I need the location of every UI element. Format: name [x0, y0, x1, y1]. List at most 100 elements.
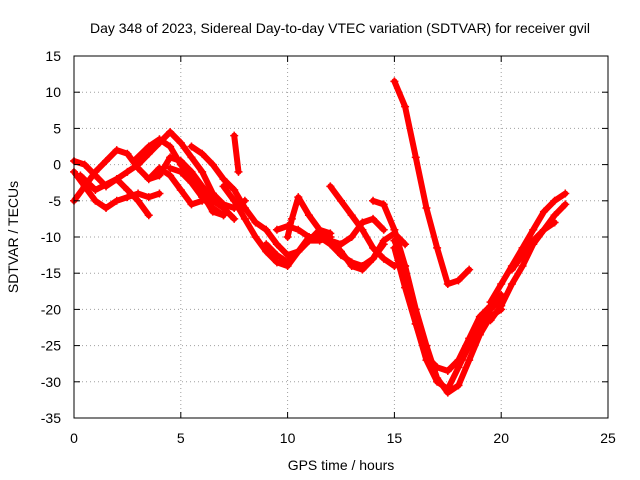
data-point-marker	[251, 218, 260, 227]
y-tick-label: -15	[41, 265, 61, 281]
data-point-marker	[219, 175, 228, 184]
series-arc-13	[283, 193, 388, 249]
data-point-marker	[166, 142, 175, 151]
data-point-marker	[443, 388, 452, 397]
series-trace	[391, 78, 473, 288]
data-point-marker	[262, 225, 271, 234]
data-point-marker	[337, 240, 345, 249]
data-point-marker	[422, 341, 431, 350]
data-point-marker	[550, 218, 559, 227]
data-point-marker	[315, 233, 324, 241]
data-point-marker	[539, 225, 548, 234]
data-point-marker	[91, 185, 100, 194]
data-point-marker	[123, 149, 132, 158]
series-arc-7	[166, 164, 228, 220]
y-tick-label: -30	[41, 374, 61, 390]
series-trace	[145, 165, 248, 211]
series-arc-21	[507, 218, 559, 274]
data-point-marker	[337, 251, 345, 260]
y-tick-label: -20	[41, 301, 61, 317]
data-point-marker	[208, 204, 217, 213]
data-point-marker	[198, 167, 207, 176]
data-point-marker	[134, 160, 143, 169]
data-point-marker	[283, 251, 292, 260]
data-point-marker	[144, 193, 153, 202]
data-point-marker	[497, 301, 506, 310]
data-point-marker	[379, 200, 388, 209]
data-point-marker	[454, 381, 463, 390]
x-tick-label: 15	[387, 430, 403, 446]
data-point-marker	[219, 211, 228, 220]
data-point-marker	[550, 211, 559, 220]
data-point-marker	[287, 214, 296, 223]
data-point-marker	[561, 200, 570, 209]
data-point-marker	[379, 236, 388, 245]
data-point-marker	[144, 142, 153, 151]
series-arc-14	[326, 182, 399, 270]
series-arc-18	[390, 77, 474, 289]
data-point-marker	[369, 243, 378, 252]
series-trace	[77, 172, 152, 219]
data-point-marker	[155, 164, 164, 173]
data-point-marker	[91, 171, 100, 180]
data-point-marker	[326, 182, 335, 191]
series-trace	[391, 244, 505, 374]
data-point-marker	[390, 77, 399, 86]
data-point-marker	[443, 280, 452, 289]
data-point-marker	[102, 204, 111, 213]
data-point-marker	[272, 251, 281, 260]
data-point-marker	[315, 225, 324, 234]
x-tick-label: 0	[70, 430, 78, 446]
data-point-marker	[326, 236, 335, 245]
data-series	[70, 77, 570, 397]
data-point-marker	[475, 330, 484, 339]
data-point-marker	[230, 131, 239, 140]
data-point-marker	[134, 189, 143, 198]
data-point-marker	[272, 225, 281, 234]
data-point-marker	[304, 233, 313, 241]
data-point-marker	[272, 240, 281, 249]
y-tick-label: 15	[45, 48, 61, 64]
data-point-marker	[411, 305, 420, 314]
data-point-marker	[518, 251, 527, 260]
y-tick-label: 5	[53, 120, 61, 136]
data-point-marker	[251, 233, 260, 241]
data-point-marker	[294, 193, 303, 202]
data-point-marker	[219, 200, 228, 209]
series-trace	[71, 129, 238, 222]
y-tick-label: -10	[41, 229, 61, 245]
x-tick-label: 25	[600, 430, 616, 446]
y-tick-label: 0	[53, 157, 61, 173]
y-tick-label: -5	[49, 193, 62, 209]
data-point-marker	[561, 189, 570, 198]
data-point-marker	[230, 214, 239, 223]
data-point-marker	[283, 258, 292, 267]
data-point-marker	[123, 185, 132, 194]
data-point-marker	[294, 225, 303, 234]
data-point-marker	[529, 236, 538, 245]
x-axis-label: GPS time / hours	[288, 457, 395, 473]
data-point-marker	[401, 102, 410, 111]
data-point-marker	[187, 153, 196, 162]
data-point-marker	[433, 374, 442, 383]
data-point-marker	[507, 280, 516, 289]
data-point-marker	[272, 258, 281, 267]
series-arc-6	[144, 164, 249, 213]
series-trace	[487, 201, 569, 324]
series-arc-20	[486, 189, 570, 307]
data-point-marker	[198, 149, 207, 158]
data-point-marker	[198, 193, 207, 202]
data-point-marker	[262, 240, 271, 249]
data-point-marker	[144, 211, 153, 220]
data-point-marker	[486, 298, 495, 307]
data-point-marker	[230, 196, 239, 205]
data-point-marker	[155, 189, 164, 198]
data-point-marker	[294, 247, 303, 256]
data-point-marker	[176, 138, 185, 147]
data-point-marker	[465, 356, 474, 365]
data-point-marker	[112, 196, 121, 205]
data-point-marker	[76, 171, 85, 180]
data-point-marker	[358, 225, 367, 234]
data-point-marker	[112, 175, 121, 184]
